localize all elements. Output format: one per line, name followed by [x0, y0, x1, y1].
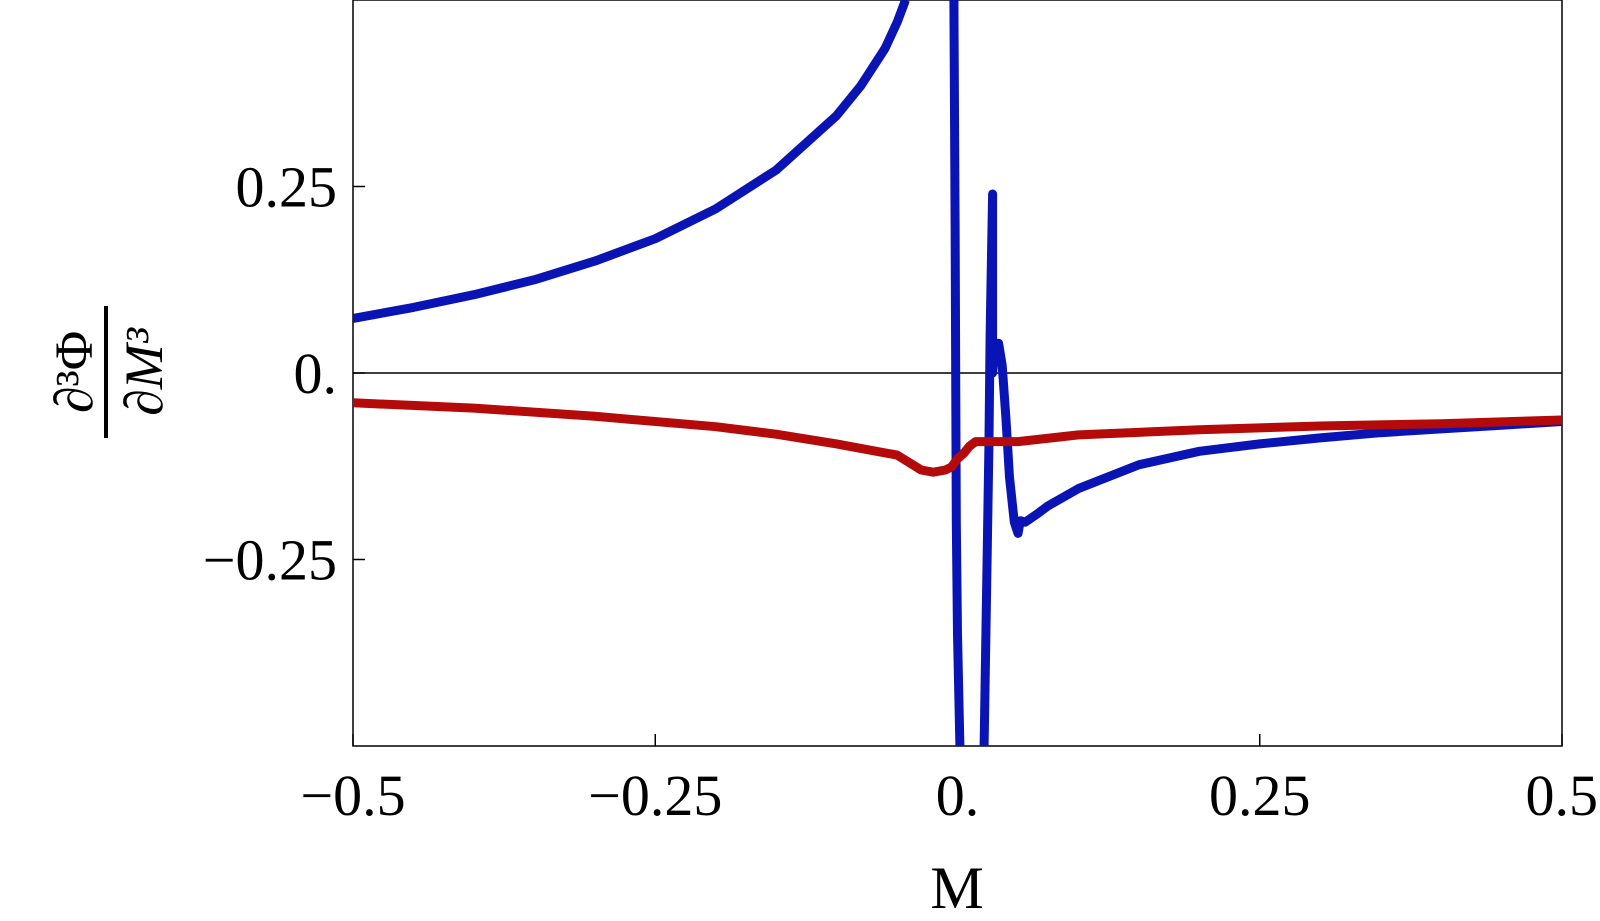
x-tick-label: 0.5 [1526, 763, 1599, 828]
x-axis-title: M [930, 855, 983, 921]
blue-series-line-2 [949, 0, 965, 746]
y-axis-title-denominator: ∂M³ [114, 327, 174, 416]
x-tick-label: 0. [936, 763, 980, 828]
x-tick-label: −0.5 [300, 763, 405, 828]
blue-series-line-3 [979, 189, 1562, 746]
y-axis-ticks: −0.25 0. 0.25 [203, 155, 365, 593]
series-layer [353, 0, 1562, 746]
y-tick-label: 0.25 [236, 155, 338, 220]
y-tick-label: −0.25 [203, 528, 337, 593]
red-series-line-4 [353, 398, 1562, 477]
x-tick-label: −0.25 [588, 763, 722, 828]
x-axis-ticks: −0.5 −0.25 0. 0.25 0.5 [300, 734, 1598, 828]
y-axis-title: ∂³Φ ∂M³ [44, 306, 174, 438]
y-axis-title-numerator: ∂³Φ [44, 331, 104, 413]
y-tick-label: 0. [294, 341, 338, 406]
blue-series-line-1 [353, 0, 910, 323]
x-tick-label: 0.25 [1209, 763, 1311, 828]
